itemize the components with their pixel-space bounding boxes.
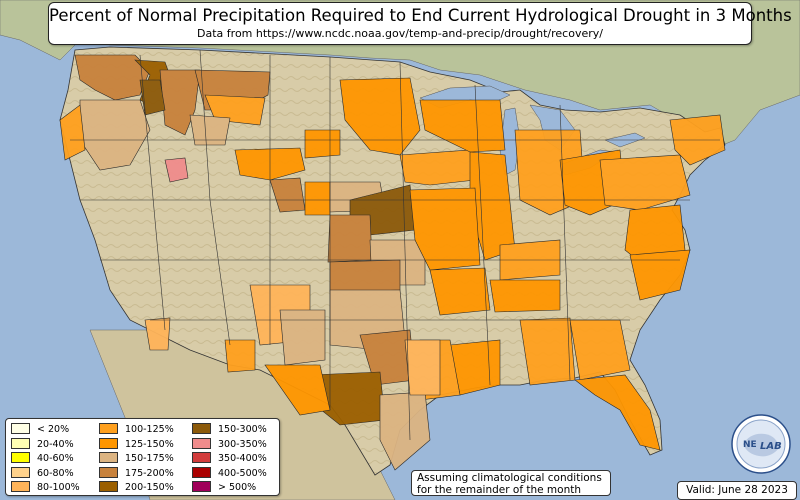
region-id-brown [159, 69, 201, 136]
legend-label: 20-40% [37, 438, 74, 450]
map-title: Percent of Normal Precipitation Required… [49, 6, 792, 25]
region-nc-orange [629, 249, 691, 301]
legend-item: 175-200% [99, 466, 174, 480]
legend-item: 300-350% [192, 437, 267, 451]
legend-swatch [192, 437, 211, 449]
legend-swatch [192, 481, 211, 492]
legend-label: 175-200% [125, 467, 174, 479]
legend-label: < 20% [37, 424, 70, 435]
region-wy-tan [189, 114, 231, 146]
legend-item: 20-40% [11, 437, 74, 451]
legend-label: 100-125% [125, 424, 174, 435]
legend-swatch [99, 437, 118, 449]
region-fl-orange [574, 374, 661, 451]
region-ks-brown [327, 214, 373, 263]
title-box: Percent of Normal Precipitation Required… [48, 2, 792, 45]
region-al-orange [519, 317, 576, 386]
legend-swatch [11, 423, 30, 434]
region-pa-orange [599, 154, 691, 211]
region-nm-tan [279, 309, 326, 366]
legend: < 20% 20-40% 40-60% 60-80% 80-100% 100-125% 12… [5, 418, 280, 496]
assumption-note: Assuming climatological conditions for t… [411, 470, 611, 496]
legend-label: 400-500% [218, 467, 267, 479]
legend-swatch [11, 481, 30, 492]
region-sd-orange [304, 129, 341, 159]
logo-text-left: NE [743, 440, 757, 450]
legend-label: 125-150% [125, 438, 174, 450]
region-tn-orange [489, 279, 561, 313]
legend-label: 150-300% [218, 424, 267, 435]
region-ar-orange [429, 267, 491, 316]
valid-date-label: Valid: June 28 2023 [677, 481, 797, 500]
legend-item: < 20% [11, 423, 69, 436]
legend-item: 60-80% [11, 466, 74, 480]
legend-label: 80-100% [37, 482, 80, 493]
legend-swatch [11, 452, 30, 463]
region-tx-lightorange [404, 339, 441, 396]
note-line-2: for the remainder of the month [417, 484, 582, 496]
lab-logo: NE LAB [731, 414, 791, 474]
logo-text-right: LAB [760, 441, 782, 452]
region-az-orange2 [224, 339, 256, 373]
map-subtitle: Data from https://www.ncdc.noaa.gov/temp… [197, 27, 603, 40]
legend-item: 100-125% [99, 423, 174, 436]
region-az-orange [144, 317, 171, 351]
legend-swatch [11, 466, 30, 478]
legend-swatch [192, 423, 211, 434]
legend-label: 150-175% [125, 453, 174, 464]
legend-item: 200-150% [99, 481, 174, 494]
logo-map-shape [743, 433, 779, 457]
region-ok-brown [329, 259, 401, 293]
legend-item: > 500% [192, 481, 256, 494]
legend-label: > 500% [218, 482, 257, 493]
legend-swatch [192, 452, 211, 463]
region-ne-orange [304, 181, 331, 216]
legend-swatch [192, 466, 211, 478]
region-id-dark [139, 79, 166, 116]
legend-label: 40-60% [37, 453, 74, 464]
legend-item: 150-300% [192, 423, 267, 436]
region-or-orange [59, 104, 86, 161]
region-wi-orange [419, 99, 506, 153]
legend-label: 300-350% [218, 438, 267, 450]
legend-item: 80-100% [11, 481, 80, 494]
legend-label: 350-400% [218, 453, 267, 464]
legend-item: 150-175% [99, 452, 174, 465]
legend-swatch [99, 466, 118, 478]
legend-item: 400-500% [192, 466, 267, 480]
legend-swatch [99, 481, 118, 492]
legend-swatch [11, 437, 30, 449]
region-pink [164, 157, 189, 183]
region-ia-orange [399, 149, 476, 186]
region-mo-orange [409, 187, 481, 271]
note-line-1: Assuming climatological conditions [417, 472, 602, 484]
legend-label: 60-80% [37, 467, 74, 479]
legend-item: 125-150% [99, 437, 174, 451]
region-ga-orange [569, 319, 631, 381]
legend-item: 40-60% [11, 452, 74, 465]
legend-label: 200-150% [125, 482, 174, 493]
legend-swatch [99, 452, 118, 463]
legend-swatch [99, 423, 118, 434]
state-borders [70, 49, 720, 441]
legend-item: 350-400% [192, 452, 267, 465]
region-pnw-brown [74, 54, 151, 101]
